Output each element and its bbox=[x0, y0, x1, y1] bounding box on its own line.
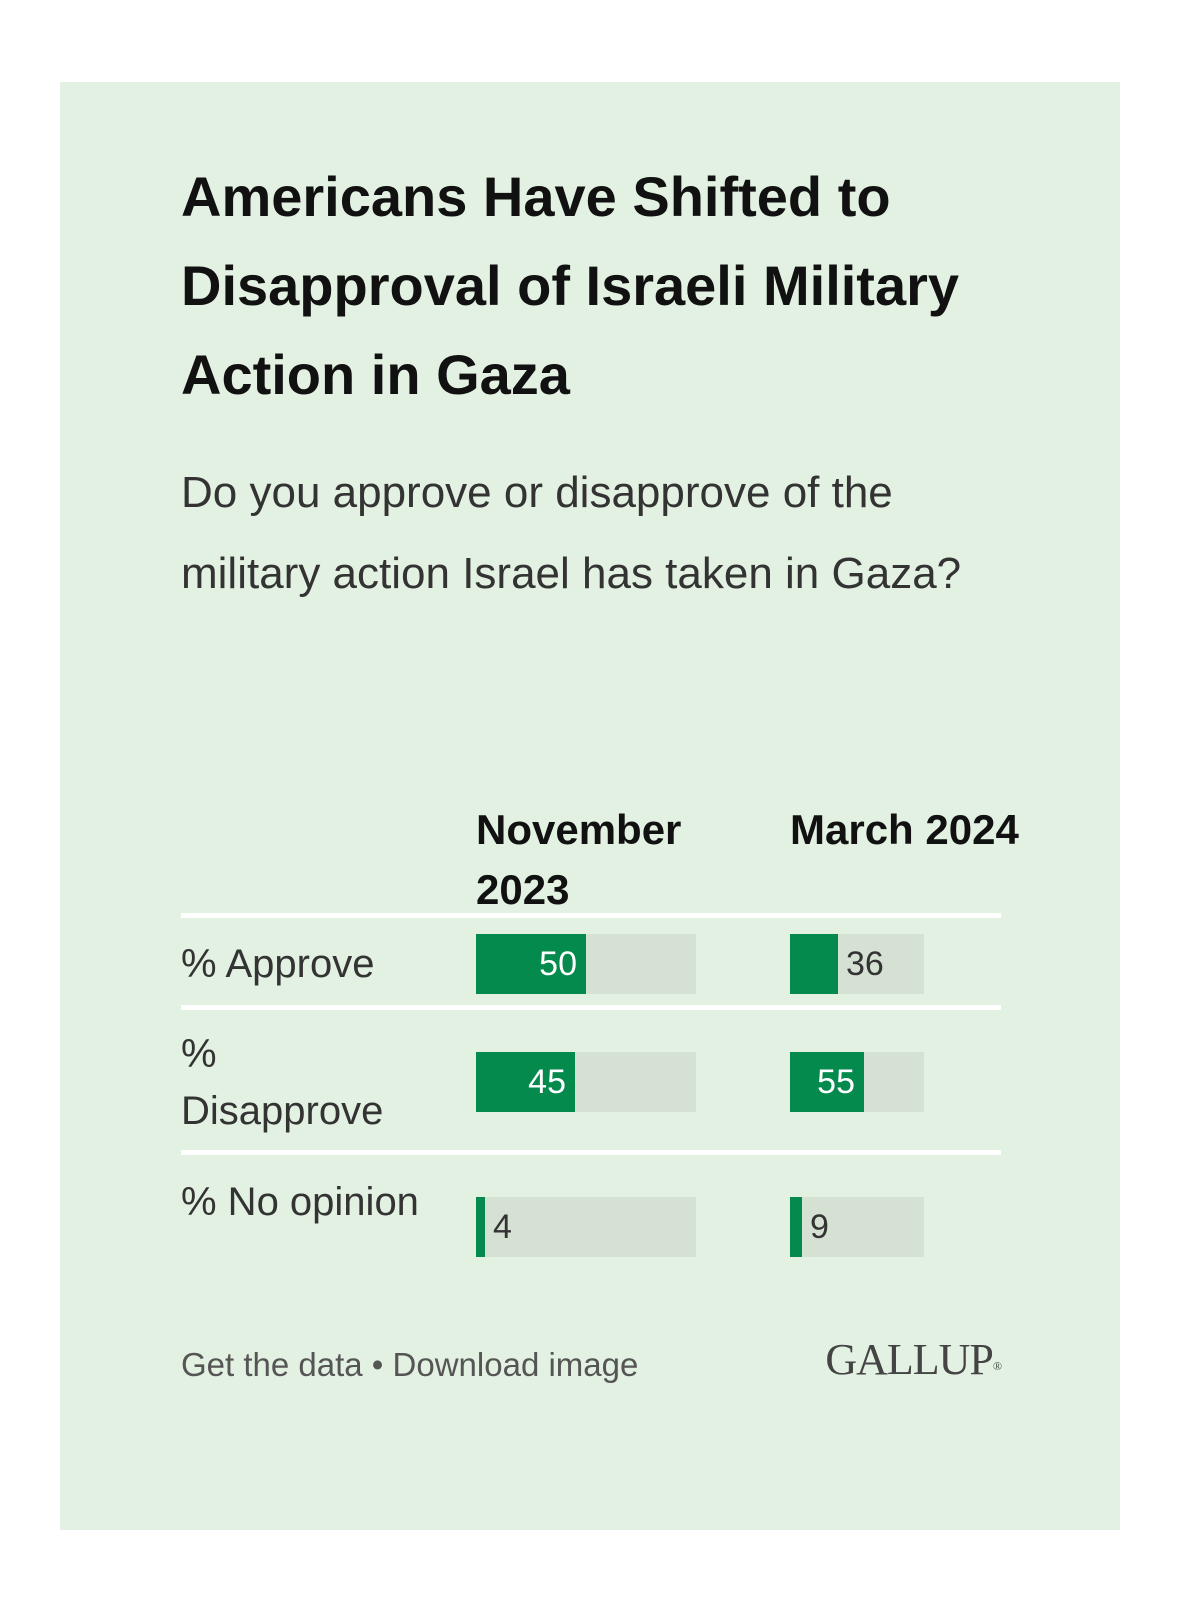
bar-value-label: 4 bbox=[493, 1208, 512, 1246]
footer-separator: • bbox=[362, 1346, 393, 1383]
bar-approve-mar-2024: 36 bbox=[790, 934, 924, 994]
gallup-logo: GALLUP® bbox=[825, 1332, 1002, 1388]
bar-no-opinion-mar-2024: 9 bbox=[790, 1197, 924, 1257]
bar-value-label: 55 bbox=[817, 1063, 855, 1101]
bar-track bbox=[476, 1197, 696, 1257]
bar-disapprove-nov-2023: 45 bbox=[476, 1052, 696, 1112]
bar-track bbox=[790, 1197, 924, 1257]
chart-card: Americans Have Shifted to Disapproval of… bbox=[60, 82, 1120, 1530]
chart-subtitle: Do you approve or disapprove of the mili… bbox=[181, 468, 962, 598]
row-divider bbox=[181, 1150, 1001, 1155]
get-data-link[interactable]: Get the data bbox=[181, 1346, 363, 1383]
bar-no-opinion-nov-2023: 4 bbox=[476, 1197, 696, 1257]
bar-value-label: 36 bbox=[846, 945, 884, 983]
bar-fill bbox=[790, 934, 838, 994]
bar-value-label: 45 bbox=[528, 1063, 566, 1101]
bar-value-label: 50 bbox=[539, 945, 577, 983]
row-label-disapprove: % Disapprove bbox=[181, 1032, 384, 1133]
bar-fill bbox=[790, 1052, 864, 1112]
bar-approve-nov-2023: 50 bbox=[476, 934, 696, 994]
row-label-no-opinion: % No opinion bbox=[181, 1180, 419, 1224]
bar-disapprove-mar-2024: 55 bbox=[790, 1052, 924, 1112]
bar-fill bbox=[476, 1052, 575, 1112]
column-header-march-2024: March 2024 bbox=[790, 806, 1019, 853]
row-label-approve: % Approve bbox=[181, 942, 375, 986]
gallup-logo-text: GALLUP bbox=[825, 1335, 994, 1384]
chart-title: Americans Have Shifted to Disapproval of… bbox=[181, 165, 960, 406]
download-image-link[interactable]: Download image bbox=[392, 1346, 639, 1383]
column-header-november-2023: November 2023 bbox=[476, 806, 682, 913]
registered-mark: ® bbox=[992, 1359, 1002, 1373]
bar-value-label: 9 bbox=[810, 1208, 829, 1246]
bar-fill bbox=[476, 1197, 485, 1257]
row-divider bbox=[181, 913, 1001, 918]
footer-links: Get the data • Download image bbox=[181, 1340, 638, 1390]
row-divider bbox=[181, 1005, 1001, 1010]
bar-fill bbox=[790, 1197, 802, 1257]
bar-fill bbox=[476, 934, 586, 994]
